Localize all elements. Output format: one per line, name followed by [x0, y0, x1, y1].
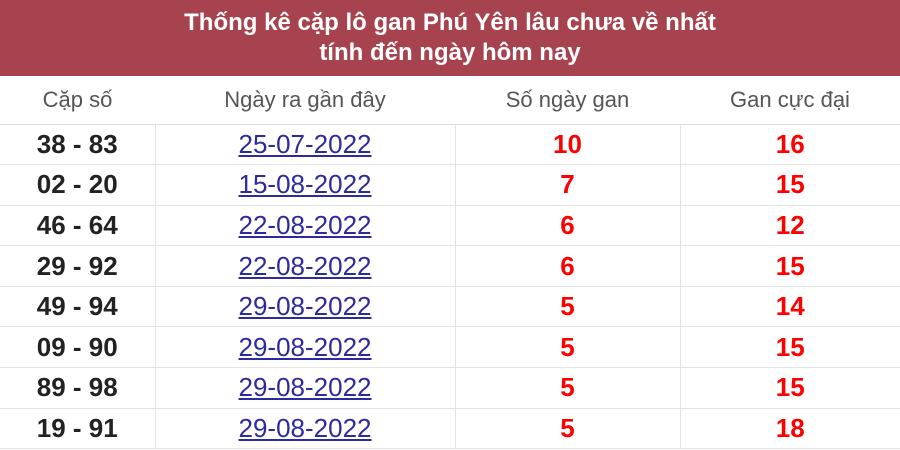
max-cell: 16	[679, 124, 900, 166]
date-link[interactable]: 25-07-2022	[238, 128, 372, 159]
days-cell: 5	[454, 326, 681, 369]
days-cell: 6	[454, 205, 681, 247]
days-cell: 5	[454, 286, 681, 328]
title-line-2: tính đến ngày hôm nay	[319, 39, 581, 66]
col-header-pair: Cặp số	[0, 76, 155, 125]
col-header-date: Ngày ra gần đây	[155, 76, 455, 125]
table-title: Thống kê cặp lô gan Phú Yên lâu chưa về …	[0, 0, 900, 76]
pair-cell: 29 - 92	[0, 245, 156, 287]
table-row: 09 - 90 29-08-2022 5 15	[0, 326, 900, 369]
date-link[interactable]: 22-08-2022	[238, 209, 372, 240]
days-cell: 7	[454, 164, 681, 206]
table-row: 29 - 92 22-08-2022 6 15	[0, 245, 900, 287]
max-cell: 15	[679, 164, 900, 206]
table-row: 38 - 83 25-07-2022 10 16	[0, 124, 900, 166]
pair-cell: 38 - 83	[0, 124, 156, 166]
table-row: 02 - 20 15-08-2022 7 15	[0, 164, 900, 206]
days-cell: 10	[454, 124, 681, 166]
max-cell: 15	[679, 326, 900, 369]
table-row: 49 - 94 29-08-2022 5 14	[0, 286, 900, 328]
days-cell: 5	[454, 367, 681, 409]
date-link[interactable]: 29-08-2022	[238, 331, 372, 362]
max-cell: 18	[679, 408, 900, 450]
date-link[interactable]: 15-08-2022	[238, 169, 372, 200]
table-row: 89 - 98 29-08-2022 5 15	[0, 367, 900, 409]
date-link[interactable]: 29-08-2022	[238, 291, 372, 322]
header-row: Cặp số Ngày ra gần đây Số ngày gan Gan c…	[0, 76, 900, 125]
max-cell: 15	[679, 367, 900, 409]
table-row: 46 - 64 22-08-2022 6 12	[0, 205, 900, 247]
days-cell: 6	[454, 245, 681, 287]
max-cell: 12	[679, 205, 900, 247]
pair-cell: 89 - 98	[0, 367, 156, 409]
date-link[interactable]: 22-08-2022	[238, 250, 372, 281]
col-header-max: Gan cực đại	[680, 76, 900, 125]
lo-gan-table: Cặp số Ngày ra gần đây Số ngày gan Gan c…	[0, 76, 900, 450]
title-line-1: Thống kê cặp lô gan Phú Yên lâu chưa về …	[184, 9, 716, 36]
date-link[interactable]: 29-08-2022	[238, 412, 372, 443]
table-row: 19 - 91 29-08-2022 5 18	[0, 408, 900, 450]
max-cell: 14	[679, 286, 900, 328]
pair-cell: 19 - 91	[0, 408, 156, 450]
days-cell: 5	[454, 408, 681, 450]
pair-cell: 09 - 90	[0, 326, 156, 369]
max-cell: 15	[679, 245, 900, 287]
pair-cell: 49 - 94	[0, 286, 156, 328]
pair-cell: 02 - 20	[0, 164, 156, 206]
col-header-days: Số ngày gan	[455, 76, 680, 125]
date-link[interactable]: 29-08-2022	[238, 372, 372, 403]
pair-cell: 46 - 64	[0, 205, 156, 247]
